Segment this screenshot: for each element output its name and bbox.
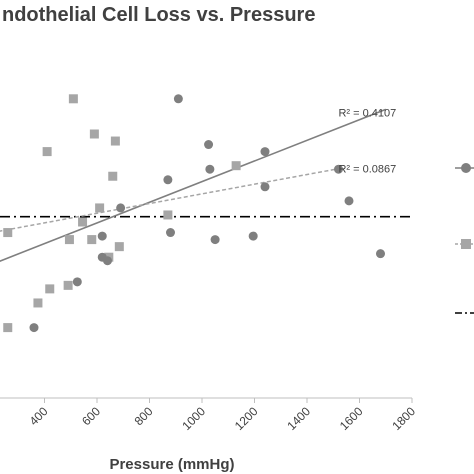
data-point-square [45, 284, 55, 294]
trendline-circle [0, 108, 387, 262]
data-point-circle [344, 196, 354, 206]
r-squared-label: R² = 0.4107 [338, 107, 396, 119]
data-point-square [89, 129, 99, 139]
data-point-circle [166, 228, 175, 238]
data-point-square [231, 161, 241, 171]
data-point-circle [248, 231, 258, 241]
trendlines [0, 108, 387, 262]
data-point-square [163, 210, 173, 220]
data-point-square [64, 235, 74, 245]
annotations: R² = 0.4107 R² = 0.0867 [338, 107, 396, 175]
x-tick-label: 600 [79, 404, 103, 428]
legend-square-marker [461, 239, 471, 249]
data-point-square [108, 171, 118, 181]
data-point-square [68, 94, 78, 104]
x-axis-label: Pressure (mmHg) [109, 456, 234, 473]
data-point-circle [376, 249, 385, 259]
data-point-square [63, 280, 73, 290]
legend [455, 163, 474, 314]
data-point-circle [334, 164, 343, 174]
x-tick-label: 800 [132, 404, 156, 428]
legend-circle-marker [461, 163, 471, 173]
data-point-square [110, 136, 120, 146]
x-tick-label: 400 [27, 404, 51, 428]
data-point-circle [97, 231, 107, 241]
data-point-circle [116, 203, 126, 213]
data-point-circle [29, 323, 39, 333]
data-point-square [3, 323, 13, 333]
r-squared-label: R² = 0.0867 [338, 164, 396, 176]
data-point-circle [173, 94, 183, 104]
data-point-square [42, 147, 52, 157]
x-axis-ticks: 400 600 800 1000 1200 1400 1600 1800 [27, 398, 418, 433]
data-point-circle [204, 140, 214, 150]
x-tick-label: 1000 [179, 404, 208, 433]
data-point-square [114, 242, 124, 252]
data-point-circle [72, 277, 82, 287]
data-point-circle [205, 164, 215, 174]
chart-title: ndothelial Cell Loss vs. Pressure [2, 4, 315, 26]
x-tick-label: 1400 [284, 404, 313, 433]
x-tick-label: 1800 [389, 404, 418, 433]
data-point-circle [163, 175, 173, 185]
data-point-circle [210, 235, 220, 245]
data-point-circle [97, 252, 107, 262]
x-tick-label: 1200 [232, 404, 261, 433]
data-point-square [78, 217, 88, 227]
data-point-circle [260, 182, 270, 192]
data-point-square [87, 235, 97, 245]
data-point-square [33, 298, 43, 308]
data-point-circle [260, 147, 270, 157]
x-tick-label: 1600 [337, 404, 366, 433]
data-point-square [95, 203, 105, 213]
data-point-square [3, 228, 13, 238]
data-points [3, 94, 385, 333]
